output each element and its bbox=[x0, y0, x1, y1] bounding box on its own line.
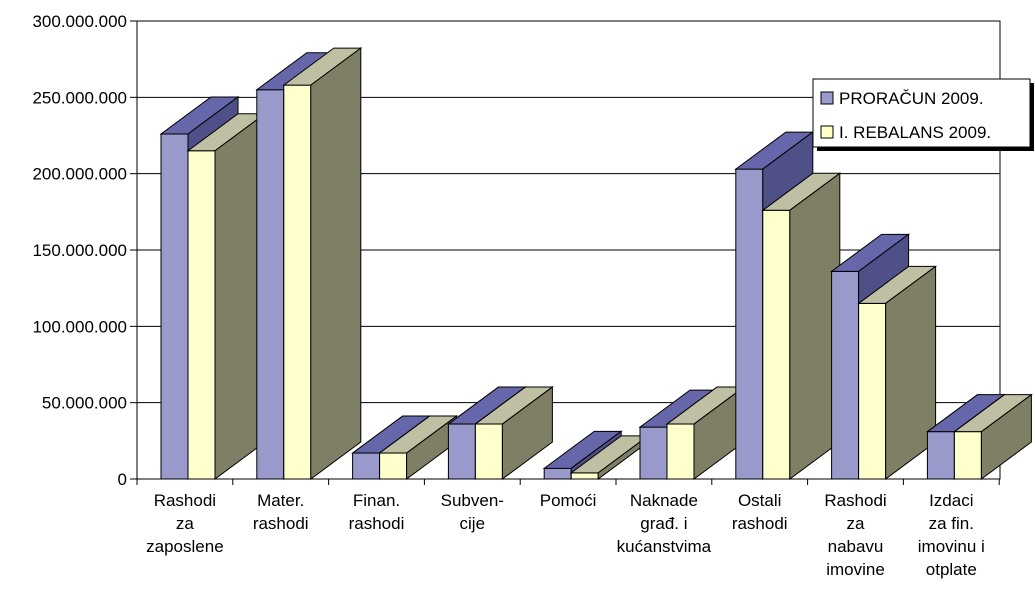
category-label-line: Finan. bbox=[353, 491, 400, 510]
category-label-line: Ostali bbox=[738, 491, 781, 510]
bar-front bbox=[474, 423, 503, 480]
bar-side bbox=[310, 47, 362, 480]
category-label: Pomoći bbox=[540, 491, 597, 510]
bar-front bbox=[831, 270, 860, 480]
category-label: Mater. rashodi bbox=[253, 491, 309, 533]
bar-front bbox=[735, 168, 764, 480]
category-label: Rashodi za nabavu imovine bbox=[824, 491, 886, 579]
y-axis: 0 50.000.000 100.000.000 150.000.000 200.000… bbox=[32, 12, 137, 489]
category-label: Naknade građ. i kućanstvima bbox=[617, 491, 712, 556]
category-label-line: građ. i bbox=[640, 514, 687, 533]
bar-side bbox=[501, 386, 553, 480]
category-label-line: rashodi bbox=[732, 514, 788, 533]
bar-front bbox=[379, 452, 408, 480]
legend-swatch bbox=[820, 125, 834, 139]
y-tick-label: 0 bbox=[118, 470, 127, 489]
category-label-line: zaposlene bbox=[146, 537, 224, 556]
bar-rebalans bbox=[857, 265, 938, 480]
category-label-line: za bbox=[176, 514, 195, 533]
category-label-line: Naknade bbox=[630, 491, 698, 510]
bar-rebalans bbox=[282, 47, 363, 480]
bar-front bbox=[858, 302, 887, 480]
bar-rebalans bbox=[952, 393, 1033, 480]
legend-label: I. REBALANS 2009. bbox=[839, 123, 991, 142]
y-tick-label: 250.000.000 bbox=[32, 88, 127, 107]
category-label: Ostali rashodi bbox=[732, 491, 788, 533]
category-label-line: Izdaci bbox=[929, 491, 973, 510]
category-label-line: otplate bbox=[926, 560, 977, 579]
bar-front bbox=[639, 426, 668, 480]
category-label-line: Rashodi bbox=[824, 491, 886, 510]
category-label: Finan. rashodi bbox=[349, 491, 405, 533]
bars bbox=[159, 47, 1033, 480]
category-label-line: kućanstvima bbox=[617, 537, 712, 556]
bar-rebalans bbox=[186, 112, 267, 480]
category-label-line: Pomoći bbox=[540, 491, 597, 510]
bar-front bbox=[187, 150, 216, 480]
y-tick-label: 200.000.000 bbox=[32, 165, 127, 184]
y-tick-label: 50.000.000 bbox=[42, 394, 127, 413]
legend-box bbox=[812, 78, 1031, 148]
bar-front bbox=[570, 472, 599, 480]
bar-side bbox=[980, 393, 1032, 480]
bar-front bbox=[160, 133, 189, 480]
bar-front bbox=[352, 452, 381, 480]
bar-rebalans bbox=[473, 386, 554, 480]
category-label-line: rashodi bbox=[349, 514, 405, 533]
legend-swatch bbox=[820, 91, 834, 105]
bar-front bbox=[447, 423, 476, 480]
category-label-line: imovinu i bbox=[918, 537, 985, 556]
category-label-line: Subven- bbox=[441, 491, 504, 510]
bar-front bbox=[762, 209, 791, 480]
category-label-line: Mater. bbox=[257, 491, 304, 510]
bar-front bbox=[543, 467, 572, 480]
legend-label: PRORAČUN 2009. bbox=[839, 89, 984, 108]
category-label-line: cije bbox=[460, 514, 486, 533]
bar-rebalans bbox=[378, 415, 459, 480]
bar-front bbox=[926, 431, 955, 480]
bar-front bbox=[953, 431, 982, 480]
bar-rebalans bbox=[665, 386, 746, 480]
bar-front bbox=[283, 84, 312, 480]
category-label: Rashodi za zaposlene bbox=[146, 491, 224, 556]
category-label-line: rashodi bbox=[253, 514, 309, 533]
y-tick-label: 150.000.000 bbox=[32, 241, 127, 260]
x-axis: Rashodi za zaposlene Mater. rashodi Finan. ras… bbox=[136, 479, 1000, 579]
category-label-line: za bbox=[847, 514, 866, 533]
bar-rebalans bbox=[761, 172, 842, 480]
category-label-line: Rashodi bbox=[154, 491, 216, 510]
category-label: Subven-cije bbox=[441, 491, 504, 533]
category-label-line: nabavu bbox=[828, 537, 884, 556]
bar-front bbox=[666, 423, 695, 480]
legend: PRORAČUN 2009. I. REBALANS 2009. bbox=[812, 78, 1034, 151]
category-label-line: za fin. bbox=[929, 514, 974, 533]
category-label: Izdaci za fin. imovinu i otplate bbox=[918, 491, 985, 579]
bar-front bbox=[256, 89, 285, 480]
y-tick-label: 300.000.000 bbox=[32, 12, 127, 31]
category-label-line: imovine bbox=[826, 560, 885, 579]
y-tick-label: 100.000.000 bbox=[32, 317, 127, 336]
